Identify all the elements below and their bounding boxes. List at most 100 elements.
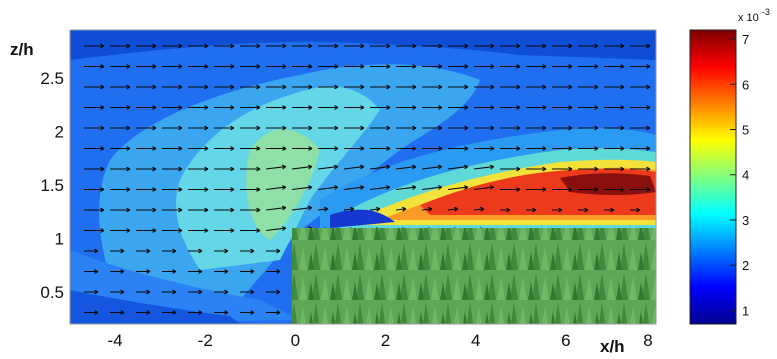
velocity-arrow [343,164,365,170]
velocity-arrow [578,64,599,69]
velocity-arrow [240,248,255,254]
velocity-arrow [630,105,651,110]
velocity-arrow [552,166,573,172]
velocity-arrow [448,105,469,110]
velocity-arrow [473,164,495,170]
velocity-arrow [162,269,177,274]
velocity-arrow [291,185,313,191]
velocity-arrow [84,166,105,172]
velocity-arrow [240,105,261,110]
velocity-arrow [110,310,125,315]
velocity-arrow [162,187,183,192]
velocity-arrow [240,289,255,295]
velocity-arrow [422,125,443,131]
velocity-arrow [84,125,105,131]
velocity-arrow [474,84,495,90]
velocity-arrow [136,207,157,213]
velocity-arrow [344,84,365,90]
velocity-arrow [396,105,417,110]
velocity-arrow [136,125,157,131]
velocity-arrow [265,226,287,232]
velocity-arrow [214,248,229,254]
velocity-arrow [526,166,547,172]
velocity-arrow [240,228,261,233]
velocity-arrow [552,146,573,151]
velocity-arrow [110,105,131,110]
velocity-arrow [214,84,235,90]
velocity-arrow [500,166,521,172]
velocity-arrow [266,310,281,315]
x-tick-label: -4 [108,331,123,350]
velocity-arrow [500,84,521,90]
velocity-arrow [500,187,521,192]
velocity-arrow [266,289,281,295]
colorbar [689,29,737,325]
velocity-arrow [578,187,599,192]
velocity-arrow [552,105,573,110]
x-tick-label: 2 [381,331,390,350]
colorbar-scale-base: x 10 [738,12,759,24]
velocity-arrow [630,146,651,151]
velocity-arrow [396,84,417,90]
velocity-arrow [370,125,391,131]
velocity-arrow [448,125,469,131]
velocity-arrow [578,105,599,110]
x-axis-label: x/h [600,337,625,356]
velocity-arrow [604,166,625,172]
velocity-arrow [422,64,443,69]
velocity-arrow [630,187,651,192]
velocity-arrow [84,207,105,213]
x-tick-label: 4 [471,331,480,350]
velocity-arrow [110,228,131,233]
velocity-arrow [344,105,365,110]
velocity-arrow [422,84,443,90]
velocity-arrow [421,164,443,170]
velocity-arrow [162,248,177,254]
velocity-arrow [110,166,131,172]
colorbar-tick-label: 2 [742,258,749,273]
plot-frame [69,29,657,325]
velocity-arrow [474,146,495,151]
velocity-arrow [396,146,417,151]
velocity-arrow [318,125,339,131]
y-tick-label: 1.5 [40,176,64,195]
velocity-arrow [395,185,417,191]
velocity-arrow [110,84,131,90]
x-tick-label: 0 [291,331,300,350]
velocity-arrow [343,206,355,212]
velocity-arrow [500,64,521,69]
velocity-arrow [526,84,547,90]
velocity-arrow [162,64,183,69]
velocity-arrow [526,105,547,110]
velocity-arrow [370,43,391,49]
colorbar-scale-exponent: -3 [762,7,770,17]
velocity-arrow [214,64,235,69]
colorbar-tick-label: 4 [742,168,749,183]
velocity-arrow [422,43,443,49]
velocity-arrow [630,125,651,131]
velocity-arrow [110,146,131,151]
velocity-arrow [292,125,313,131]
colorbar-ticks: 1 2 3 4 5 6 7 [730,32,749,318]
velocity-arrow [474,64,495,69]
velocity-arrow [500,146,521,151]
velocity-arrow [500,105,521,110]
velocity-arrow [500,207,511,213]
velocity-arrow [526,125,547,131]
velocity-arrow [84,187,105,192]
velocity-arrow [526,146,547,151]
velocity-arrow [474,105,495,110]
velocity-arrow [578,125,599,131]
velocity-arrow [162,146,183,151]
velocity-arrow [136,187,157,192]
velocity-arrow [604,146,625,151]
y-axis-label: z/h [10,40,34,59]
velocity-arrow [214,166,235,172]
velocity-arrow [214,289,229,295]
velocity-arrow [84,289,99,295]
velocity-arrow [448,84,469,90]
velocity-arrow [214,269,229,274]
velocity-arrow [188,84,209,90]
velocity-arrow [474,43,495,49]
velocity-arrow [188,289,203,295]
